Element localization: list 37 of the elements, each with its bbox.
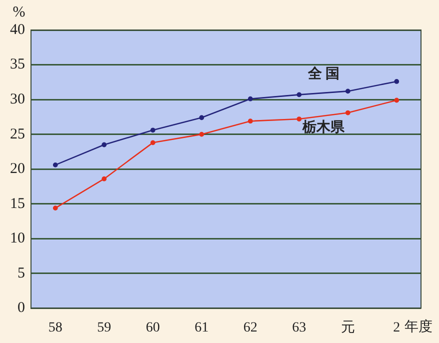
point xyxy=(345,110,350,116)
y-axis-title: % xyxy=(12,4,26,20)
point xyxy=(345,88,350,94)
x-tick-label: 63 xyxy=(292,320,306,336)
point xyxy=(394,98,400,103)
y-tick-label: 40 xyxy=(10,22,25,38)
x-tick-label: 62 xyxy=(243,320,258,336)
point xyxy=(52,206,58,210)
point xyxy=(248,118,253,124)
series-label: 全 国 xyxy=(306,66,340,82)
point xyxy=(296,92,302,98)
y-tick-label: 10 xyxy=(10,230,25,247)
point xyxy=(150,140,156,146)
y-tick-label: 20 xyxy=(10,161,25,178)
point xyxy=(102,142,107,148)
y-tick-label: 5 xyxy=(18,265,25,282)
point xyxy=(52,162,58,168)
y-tick-label: 25 xyxy=(10,126,25,142)
y-tick-label: 30 xyxy=(10,91,25,108)
point xyxy=(102,176,107,182)
x-axis-title: 年度 xyxy=(404,318,433,335)
series-label: 栃木県 xyxy=(302,119,346,136)
y-tick-label: 35 xyxy=(10,56,25,73)
point xyxy=(199,132,204,137)
x-tick-label: 58 xyxy=(48,320,62,336)
point xyxy=(296,116,302,122)
x-tick-label: 59 xyxy=(97,320,112,336)
x-tick-label: 60 xyxy=(146,320,160,336)
point xyxy=(248,96,253,102)
point xyxy=(150,128,156,133)
y-tick-label: 15 xyxy=(10,196,25,212)
x-tick-label: 61 xyxy=(194,320,209,336)
x-tick-label: 2 xyxy=(393,320,400,336)
point xyxy=(199,115,204,120)
point xyxy=(394,79,400,84)
x-tick-label: 元 xyxy=(340,320,355,336)
y-tick-label: 0 xyxy=(18,300,25,316)
